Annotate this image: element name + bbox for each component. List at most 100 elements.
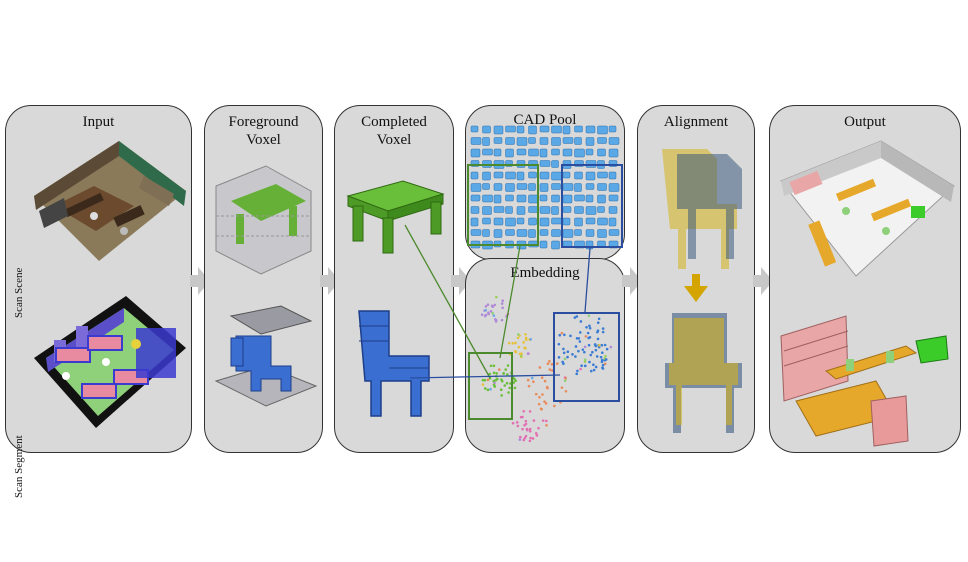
embedding-point: [522, 438, 526, 442]
cad-model-thumbnail: [597, 194, 606, 204]
embedding-point: [489, 309, 493, 313]
embedding-point: [520, 354, 523, 358]
cad-model-thumbnail: [585, 194, 594, 203]
embedding-point: [492, 364, 496, 368]
embedding-point: [494, 379, 497, 382]
cad-model-thumbnail: [574, 137, 582, 145]
embedding-point: [499, 388, 503, 392]
embedding-point: [494, 318, 498, 322]
cad-model-thumbnail: [505, 171, 516, 180]
cad-model-thumbnail: [482, 217, 491, 225]
foreground-voxel-panel: Foreground Voxel: [204, 105, 323, 453]
alignment-before-pointcloud: [662, 149, 742, 269]
cad-model-thumbnail: [482, 137, 490, 146]
embedding-point: [593, 343, 597, 346]
cad-model-thumbnail: [562, 217, 571, 226]
embedding-panel: Embedding: [465, 258, 625, 453]
cad-model-thumbnail: [574, 125, 583, 133]
embedding-point: [514, 341, 517, 345]
embedding-point: [483, 314, 487, 318]
embedding-point: [500, 379, 504, 383]
embedding-point: [588, 326, 592, 330]
embedding-point: [511, 342, 515, 345]
embedding-point: [524, 338, 528, 341]
embedding-point: [543, 400, 546, 403]
embedding-point: [603, 362, 607, 366]
cad-model-thumbnail: [551, 229, 561, 237]
cad-model-thumbnail: [608, 183, 620, 192]
embedding-point: [513, 377, 516, 381]
embedding-point: [546, 386, 549, 390]
cad-model-thumbnail: [608, 194, 619, 202]
cad-model-thumbnail: [562, 137, 574, 144]
foreground-title-line1: Foreground: [228, 114, 299, 130]
embedding-point: [518, 438, 522, 441]
cad-model-thumbnail: [608, 217, 617, 227]
cad-model-thumbnail: [585, 171, 596, 181]
cad-model-thumbnail: [528, 148, 539, 157]
embedding-point: [523, 436, 527, 440]
cad-model-thumbnail: [574, 183, 582, 192]
embedding-point: [483, 378, 487, 382]
embedding-point: [507, 391, 510, 394]
cad-model-thumbnail: [505, 148, 514, 158]
embedding-point: [596, 337, 600, 341]
embedding-point: [522, 409, 525, 413]
embedding-point: [557, 356, 561, 359]
cad-model-thumbnail: [470, 171, 479, 180]
cad-model-thumbnail: [551, 240, 560, 250]
embedding-point: [530, 376, 534, 380]
embedding-point: [583, 360, 587, 364]
cad-model-thumbnail: [539, 217, 550, 227]
embedding-point: [506, 373, 509, 376]
cad-model-thumbnail: [516, 206, 526, 215]
embedding-point: [535, 434, 539, 437]
embedding-point: [575, 337, 579, 340]
embedding-point: [492, 314, 496, 317]
cad-model-thumbnail: [551, 183, 561, 190]
embedding-point: [596, 321, 600, 324]
embedding-point: [507, 341, 511, 345]
embedding-point: [503, 384, 507, 387]
scan-segment-image: [34, 296, 186, 428]
embedding-point: [599, 355, 603, 359]
embedding-point: [534, 431, 538, 435]
cad-model-thumbnail: [574, 171, 583, 180]
cad-model-thumbnail: [493, 183, 503, 191]
embedding-point: [604, 358, 608, 361]
embedding-point: [541, 419, 545, 422]
embedding-point: [557, 342, 561, 346]
embedding-point: [550, 369, 554, 372]
embedding-point: [550, 362, 554, 366]
cad-model-thumbnail: [528, 171, 537, 179]
cad-model-thumbnail: [597, 217, 608, 226]
embedding-point: [588, 324, 591, 328]
embedding-point: [516, 336, 520, 340]
completed-voxel-panel: Completed Voxel: [334, 105, 454, 453]
cad-model-thumbnail: [551, 137, 561, 146]
cad-model-thumbnail: [539, 171, 550, 180]
cad-model-thumbnail: [608, 137, 620, 145]
input-panel: Input Scan Scene Scan Segment: [5, 105, 192, 498]
embedding-point: [512, 381, 516, 384]
embedding-point: [548, 360, 551, 363]
cad-model-thumbnail: [528, 229, 536, 238]
embedding-point: [566, 350, 570, 354]
embedding-point: [592, 368, 596, 372]
embedding-point: [596, 330, 599, 334]
embedding-point: [521, 427, 524, 431]
cad-model-thumbnail: [482, 125, 491, 134]
embedding-point: [488, 372, 492, 376]
embedding-point: [587, 336, 590, 340]
embedding-point: [573, 316, 577, 319]
cad-model-thumbnail: [597, 125, 608, 135]
embedding-point: [528, 429, 532, 433]
embedding-point: [538, 395, 541, 399]
embedding-point: [523, 423, 526, 427]
cad-model-thumbnail: [493, 125, 504, 135]
embedding-point: [541, 393, 544, 396]
cad-model-thumbnail: [482, 229, 490, 237]
embedding-point: [563, 357, 567, 361]
embedding-point: [579, 320, 583, 323]
cad-model-thumbnail: [539, 194, 548, 202]
